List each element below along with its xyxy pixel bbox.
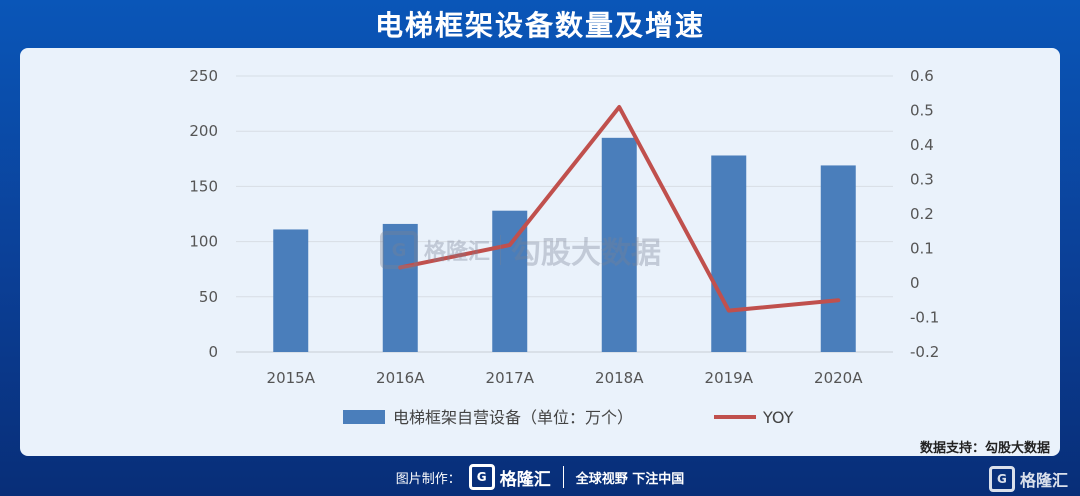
y-left-tick-label: 150 bbox=[189, 177, 218, 195]
y-left-tick-label: 100 bbox=[189, 233, 218, 251]
data-source: 数据支持：勾股大数据 bbox=[919, 441, 1050, 456]
bar bbox=[382, 223, 418, 352]
y-axis-left: 0 50 100 150 200 250 bbox=[189, 67, 218, 361]
corner-logo: G 格隆汇 bbox=[988, 466, 1068, 492]
y-axis-right: -0.2 -0.1 0 0.1 0.2 0.3 0.4 0.5 0.6 bbox=[910, 67, 939, 361]
yoy-point bbox=[508, 243, 512, 247]
footer-label: 图片制作： bbox=[395, 471, 461, 487]
y-right-tick-label: -0.1 bbox=[910, 309, 939, 327]
y-right-tick-label: 0.1 bbox=[910, 240, 934, 258]
y-left-tick-label: 50 bbox=[199, 288, 218, 306]
watermark-brand: 勾股大数据 bbox=[511, 236, 662, 271]
y-right-tick-label: 0.2 bbox=[910, 205, 934, 223]
gelonghui-logo-icon: G bbox=[988, 466, 1015, 492]
y-left-tick-label: 250 bbox=[189, 67, 218, 85]
y-right-tick-label: 0 bbox=[910, 274, 920, 292]
bar bbox=[492, 210, 528, 352]
x-axis: 2015A 2016A 2017A 2018A 2019A 2020A bbox=[267, 369, 864, 387]
y-right-tick-label: 0.6 bbox=[910, 67, 934, 85]
chart-panel bbox=[20, 48, 1060, 456]
footer-divider bbox=[562, 466, 564, 488]
x-tick-label: 2019A bbox=[705, 369, 754, 387]
yoy-point bbox=[617, 105, 621, 109]
legend-label-line: YOY bbox=[762, 408, 794, 427]
y-right-tick-label: 0.4 bbox=[910, 136, 934, 154]
bar bbox=[601, 137, 637, 352]
bar bbox=[820, 165, 856, 352]
watermark-divider bbox=[500, 235, 502, 265]
footer-brand: 格隆汇 bbox=[499, 469, 551, 490]
x-tick-label: 2020A bbox=[814, 369, 863, 387]
x-tick-label: 2016A bbox=[376, 369, 425, 387]
footer: 图片制作： G 格隆汇 全球视野 下注中国 bbox=[0, 458, 1080, 496]
yoy-point bbox=[836, 298, 840, 302]
gelonghui-logo-icon: G bbox=[380, 231, 418, 269]
chart-title: 电梯框架设备数量及增速 bbox=[374, 9, 705, 42]
watermark: G 格隆汇 勾股大数据 bbox=[380, 228, 661, 272]
yoy-point bbox=[398, 265, 402, 269]
y-left-tick-label: 0 bbox=[208, 343, 218, 361]
legend: 电梯框架自营设备（单位：万个） YOY bbox=[343, 408, 794, 427]
bar-series bbox=[273, 137, 856, 352]
corner-brand: 格隆汇 bbox=[1019, 471, 1068, 490]
x-tick-label: 2017A bbox=[486, 369, 535, 387]
bar bbox=[711, 155, 747, 352]
legend-swatch-bar bbox=[343, 410, 385, 424]
gridlines bbox=[236, 75, 893, 353]
gelonghui-logo-icon: G bbox=[468, 464, 495, 490]
yoy-line-series bbox=[398, 105, 841, 313]
x-tick-label: 2015A bbox=[267, 369, 316, 387]
y-right-tick-label: 0.5 bbox=[910, 102, 934, 120]
watermark-name: 格隆汇 bbox=[424, 240, 491, 265]
y-left-tick-label: 200 bbox=[189, 122, 218, 140]
x-tick-label: 2018A bbox=[595, 369, 644, 387]
legend-label-bar: 电梯框架自营设备（单位：万个） bbox=[393, 408, 633, 427]
y-right-tick-label: 0.3 bbox=[910, 171, 934, 189]
yoy-point bbox=[727, 309, 731, 313]
footer-slogan: 全球视野 下注中国 bbox=[575, 471, 685, 487]
bar bbox=[273, 229, 309, 352]
y-right-tick-label: -0.2 bbox=[910, 343, 939, 361]
